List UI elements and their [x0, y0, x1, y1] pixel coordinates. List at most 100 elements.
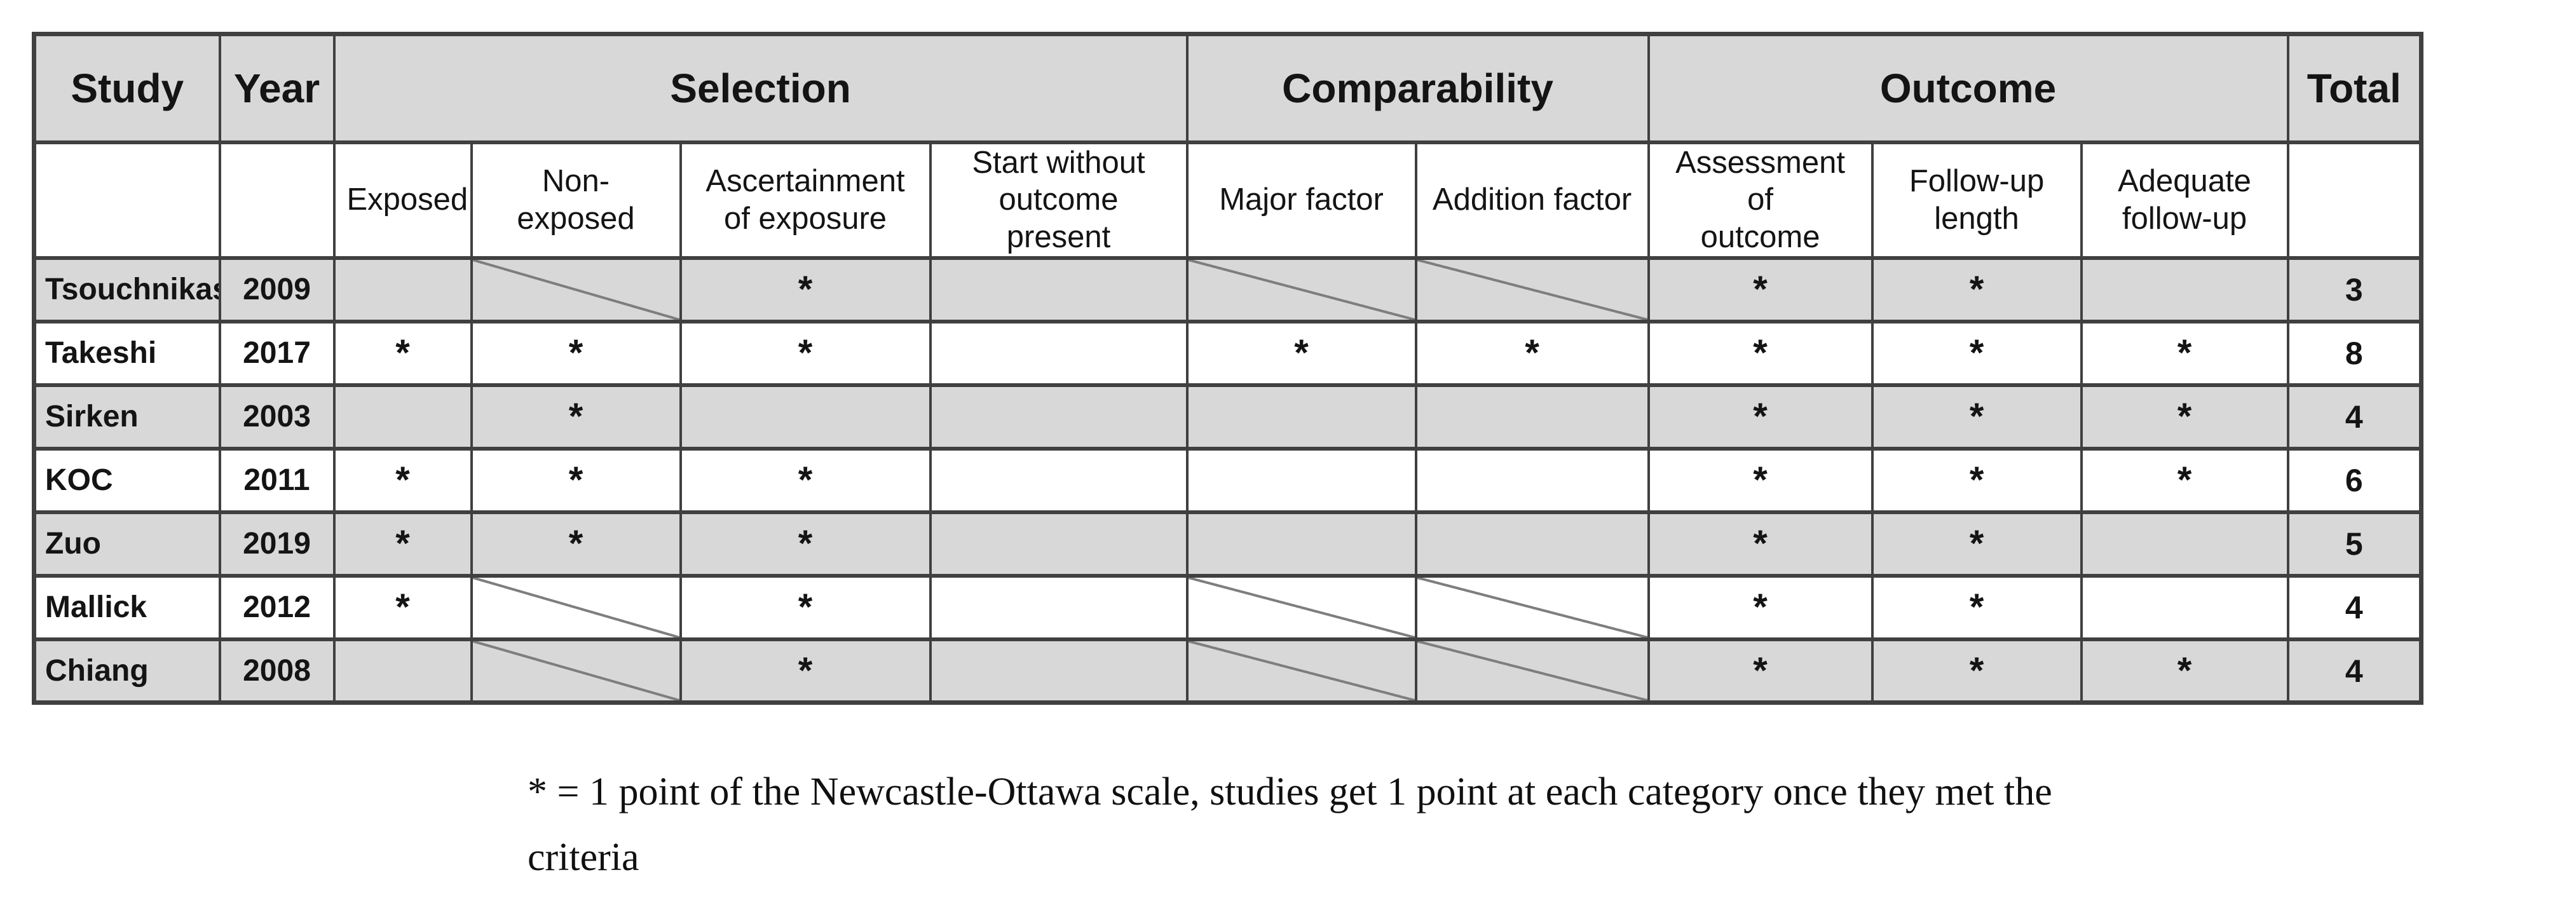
score-cell: *: [1185, 319, 1417, 387]
spacer-header-study: [32, 140, 221, 260]
table-row: Mallick 2012 * * * * 4: [32, 573, 2423, 641]
score-cell: [1414, 510, 1650, 578]
study-name: Tsouchnikas: [32, 255, 221, 323]
score-cell: [1185, 255, 1417, 323]
score-cell: [929, 637, 1189, 705]
score-cell: [1185, 510, 1417, 578]
score-cell: [332, 637, 473, 705]
spacer-header-year: [218, 140, 336, 260]
score-cell: *: [470, 319, 682, 387]
score-cell: *: [332, 510, 473, 578]
score-cell: [1414, 573, 1650, 641]
score-cell: [1185, 383, 1417, 451]
score-cell: *: [1871, 510, 2083, 578]
score-cell: *: [1871, 446, 2083, 514]
score-cell: [1185, 637, 1417, 705]
study-name: Chiang: [32, 637, 221, 705]
study-year: 2003: [218, 383, 336, 451]
score-cell: [929, 510, 1189, 578]
score-cell: [1185, 446, 1417, 514]
score-cell: [332, 383, 473, 451]
score-cell: *: [1647, 573, 1874, 641]
study-name: Sirken: [32, 383, 221, 451]
score-cell: *: [2080, 637, 2289, 705]
score-cell: *: [1647, 446, 1874, 514]
score-cell: *: [1871, 637, 2083, 705]
score-cell: [2080, 573, 2289, 641]
score-cell: *: [679, 637, 932, 705]
table-row: Takeshi 2017 * * * * * * * * 8: [32, 319, 2423, 387]
score-cell: *: [1647, 383, 1874, 451]
sub-header-follow-up-length: Follow-up length: [1871, 140, 2083, 260]
score-cell: *: [679, 255, 932, 323]
score-cell: *: [2080, 383, 2289, 451]
sub-header-addition-factor: Addition factor: [1414, 140, 1650, 260]
score-cell: *: [1871, 255, 2083, 323]
total-score: 8: [2286, 319, 2423, 387]
table-row: Tsouchnikas 2009 * * * 3: [32, 255, 2423, 323]
score-cell: *: [470, 446, 682, 514]
score-cell: [929, 255, 1189, 323]
group-header-selection: Selection: [332, 32, 1189, 144]
score-cell: *: [1414, 319, 1650, 387]
table-row: KOC 2011 * * * * * * 6: [32, 446, 2423, 514]
score-cell: [470, 255, 682, 323]
group-header-row: Study Year Selection Comparability Outco…: [32, 32, 2423, 144]
score-cell: [679, 383, 932, 451]
score-cell: [332, 255, 473, 323]
score-cell: [929, 573, 1189, 641]
score-cell: *: [679, 319, 932, 387]
table-row: Chiang 2008 * * * * 4: [32, 637, 2423, 705]
score-cell: [470, 637, 682, 705]
sub-header-major-factor: Major factor: [1185, 140, 1417, 260]
score-cell: *: [1647, 319, 1874, 387]
sub-header-adequate-follow-up: Adequate follow-up: [2080, 140, 2289, 260]
spacer-header-total: [2286, 140, 2423, 260]
quality-assessment-table: Study Year Selection Comparability Outco…: [32, 32, 2424, 705]
total-score: 5: [2286, 510, 2423, 578]
score-cell: [470, 573, 682, 641]
group-header-total: Total: [2286, 32, 2423, 144]
score-cell: *: [1647, 510, 1874, 578]
score-cell: [2080, 510, 2289, 578]
score-cell: *: [2080, 319, 2289, 387]
table-row: Zuo 2019 * * * * * 5: [32, 510, 2423, 578]
score-cell: [929, 446, 1189, 514]
score-cell: *: [679, 446, 932, 514]
score-cell: *: [2080, 446, 2289, 514]
study-year: 2017: [218, 319, 336, 387]
group-header-study: Study: [32, 32, 221, 144]
score-cell: *: [1647, 255, 1874, 323]
sub-header-row: Exposed Non-exposed Ascertainment of exp…: [32, 140, 2423, 260]
study-name: Mallick: [32, 573, 221, 641]
sub-header-exposed: Exposed: [332, 140, 473, 260]
score-cell: *: [332, 446, 473, 514]
score-cell: *: [1647, 637, 1874, 705]
score-cell: *: [470, 383, 682, 451]
total-score: 4: [2286, 383, 2423, 451]
study-name: Takeshi: [32, 319, 221, 387]
footnote-line: criteria: [528, 836, 639, 879]
study-name: Zuo: [32, 510, 221, 578]
footnote: * = 1 point of the Newcastle-Ottawa scal…: [528, 759, 2052, 890]
total-score: 3: [2286, 255, 2423, 323]
sub-header-ascertainment: Ascertainment of exposure: [679, 140, 932, 260]
footnote-line: * = 1 point of the Newcastle-Ottawa scal…: [528, 770, 2052, 813]
study-year: 2019: [218, 510, 336, 578]
score-cell: [929, 383, 1189, 451]
score-cell: [1414, 446, 1650, 514]
score-cell: [929, 319, 1189, 387]
score-cell: *: [679, 573, 932, 641]
study-year: 2011: [218, 446, 336, 514]
study-year: 2012: [218, 573, 336, 641]
score-cell: *: [332, 319, 473, 387]
total-score: 4: [2286, 573, 2423, 641]
score-cell: *: [332, 573, 473, 641]
study-year: 2009: [218, 255, 336, 323]
study-name: KOC: [32, 446, 221, 514]
sub-header-assessment-of-outcome: Assessment of outcome: [1647, 140, 1874, 260]
group-header-year: Year: [218, 32, 336, 144]
total-score: 4: [2286, 637, 2423, 705]
group-header-comparability: Comparability: [1185, 32, 1650, 144]
